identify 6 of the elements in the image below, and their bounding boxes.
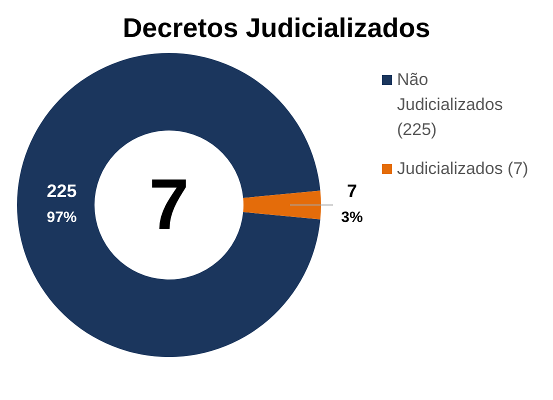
text: 7: [148, 164, 190, 245]
legend-label: Judicializados (7): [397, 158, 530, 180]
legend-label: Não Judicializados (225): [397, 69, 504, 141]
data-label: 225 97%: [46, 180, 77, 226]
data-label: 7 3%: [341, 180, 363, 226]
chart-title: Decretos Judicializados: [122, 12, 432, 45]
